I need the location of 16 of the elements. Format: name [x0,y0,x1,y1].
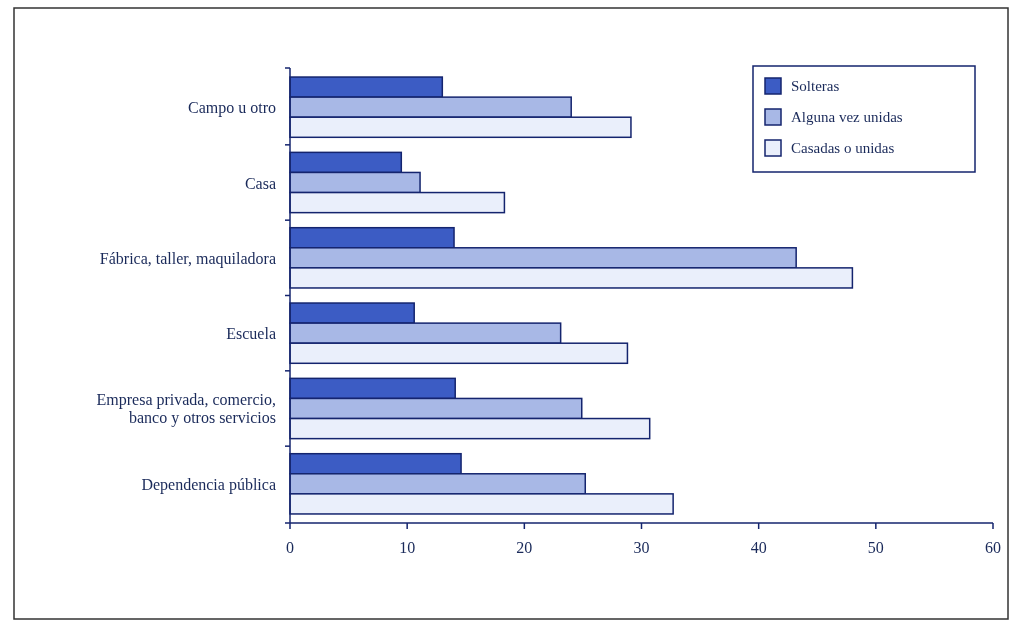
legend-label: Casadas o unidas [791,140,895,156]
y-tick-label: Fábrica, taller, maquiladora [99,249,276,268]
y-tick-label: Empresa privada, comercio, banco y otros servicios [96,391,276,427]
legend-label: Solteras [791,78,840,94]
x-tick-label: 30 [633,539,650,556]
x-tick-label: 40 [750,539,767,556]
x-tick-label: 20 [516,539,533,556]
x-tick-label: 60 [985,539,1001,556]
y-tick-label: Escuela [226,324,276,342]
x-tick-label: 10 [399,539,416,556]
y-tick-label: Campo u otro [188,98,276,117]
y-tick-label: Casa [244,174,276,191]
x-tick-label: 0 [286,539,294,556]
legend-label: Alguna vez unidas [791,109,903,125]
y-tick-label: Dependencia pública [141,475,276,494]
x-tick-label: 50 [867,539,884,556]
